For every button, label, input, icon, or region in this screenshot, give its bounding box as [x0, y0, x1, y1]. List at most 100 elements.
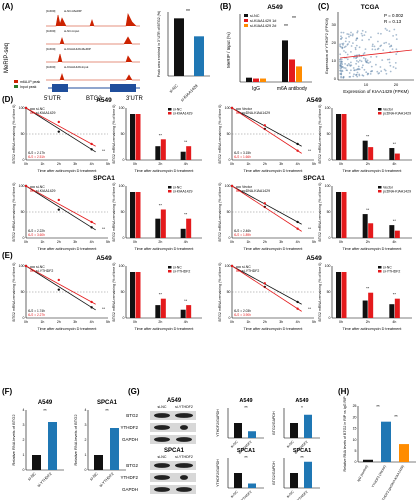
legend-label: si-NC	[36, 107, 45, 111]
half-life-label: t1/2 = 2.22h	[28, 229, 45, 233]
y-axis-label: BTG2 mRNA remaining (% of time 0)	[218, 105, 222, 164]
y-axis-label: BTG2/GAPDH	[272, 461, 276, 485]
scatter-point	[351, 34, 354, 37]
scatter-point	[385, 41, 387, 44]
x-tick-label: si-NC	[89, 472, 99, 482]
significance-marker: **	[43, 408, 47, 413]
scatter-point	[364, 57, 367, 60]
scatter-point	[389, 64, 392, 67]
scatter-point	[380, 70, 383, 73]
x-tick-label: 2h	[158, 240, 162, 244]
lane-label: si-YTHDF2	[175, 455, 193, 459]
legend-swatch	[168, 186, 172, 189]
scatter-point	[377, 32, 380, 35]
track-signal	[46, 36, 140, 45]
scatter-point	[360, 32, 363, 35]
panel-a: (A) MeRIP-seq si-NC-MeRIP [0-600] si-NC-…	[2, 2, 210, 102]
x-tick-label: 4h	[90, 240, 94, 244]
track-label: si-NC-Input	[64, 29, 79, 33]
bar	[290, 473, 298, 488]
bar	[155, 146, 161, 160]
y-tick-label: 10	[353, 438, 357, 442]
row-title: SPCA1	[303, 175, 325, 182]
scatter-point	[348, 41, 351, 43]
legend-swatch	[168, 270, 172, 273]
x-axis-label: Time after actinomycin D treatment	[38, 327, 98, 331]
scatter-point	[354, 46, 357, 49]
lane-label: si-NC	[158, 455, 167, 459]
blot-row-label: GAPDH	[122, 437, 138, 442]
x-axis-label: Expression of KIAA1429 (FPKM)	[343, 89, 409, 94]
blot-row-label: BTG2	[126, 463, 138, 468]
bar	[130, 114, 135, 160]
x-tick-label: 2h	[158, 320, 162, 324]
regression-line	[339, 49, 413, 59]
scatter-point	[342, 76, 345, 79]
scatter-point	[358, 46, 361, 49]
significance-marker: **	[366, 207, 370, 212]
decay-plot: BTG2 mRNA remaining (% of time 0) Time af…	[12, 263, 110, 331]
scatter-point	[355, 57, 357, 60]
f-bar-chart: A549 Relative RNA levels of BTG2 0 1 2 3 4 si-N…	[11, 400, 64, 488]
gene-label: BTG2	[86, 96, 102, 102]
x-tick-label: 0h	[133, 240, 137, 244]
scatter-point	[374, 48, 377, 51]
scatter-point	[394, 67, 397, 70]
y-axis-label: BTG2 mRNA remaining (% of time 0)	[318, 263, 322, 322]
input-peak-swatch	[14, 85, 18, 88]
chart-title: SPCA1	[97, 400, 118, 406]
y-tick-label: 50	[327, 210, 331, 214]
y-tick-label: 50	[121, 210, 125, 214]
scatter-point	[376, 70, 379, 73]
scatter-point	[356, 30, 359, 32]
decay-bar-chart: BTG2 mRNA remaining (% of time 0) Time af…	[318, 183, 412, 251]
scatter-point	[370, 36, 372, 39]
bar	[368, 147, 374, 160]
bar	[48, 422, 57, 470]
peak-legend: m6A-IP peak Input peak	[14, 80, 40, 89]
y-axis-label: BTG2 mRNA remaining (% of time 0)	[218, 183, 222, 242]
legend-label: si-YTHDF2	[242, 269, 259, 273]
data-point	[230, 184, 234, 188]
scatter-point	[355, 62, 357, 65]
bar	[174, 18, 184, 76]
bar	[336, 272, 341, 318]
scatter-point	[362, 57, 365, 59]
scatter-point	[380, 32, 382, 35]
scatter-point	[370, 56, 372, 58]
legend-label: si-NC	[173, 265, 182, 269]
data-point	[57, 278, 60, 282]
legend-label: pcDNA-KIAA1429	[383, 111, 411, 115]
x-tick-label: 0h	[24, 320, 28, 324]
scatter-point	[339, 69, 342, 71]
bar	[296, 66, 302, 82]
legend-swatch	[244, 19, 248, 22]
x-tick-label: IgG (control)	[356, 465, 369, 483]
track-range: [0-600]	[46, 9, 56, 13]
stat-r: R = 0.13	[384, 19, 402, 24]
chart-title: A549	[267, 4, 283, 11]
track-range: [0-600]	[46, 65, 56, 69]
panel-b: (B) A549 MeRIP / Input (%) si-NC si-KIAA…	[220, 2, 312, 92]
scatter-point	[377, 40, 379, 43]
legend-label: si-NC	[36, 185, 45, 189]
bar	[186, 218, 192, 238]
bar	[389, 225, 395, 238]
x-axis-label: Time after actinomycin D treatment	[38, 247, 98, 251]
legend-swatch	[244, 14, 248, 17]
scatter-point	[340, 62, 343, 65]
bar	[155, 305, 161, 318]
bar-series	[246, 40, 302, 82]
blot-membrane	[150, 423, 196, 432]
scatter-point	[385, 72, 388, 75]
data-point	[296, 149, 299, 152]
data-point	[263, 124, 266, 127]
blot-row-label: GAPDH	[122, 487, 138, 492]
y-tick-label: 100	[325, 264, 331, 268]
scatter-point	[345, 69, 348, 71]
y-tick-label: 100	[225, 264, 231, 268]
scatter-point	[345, 37, 347, 40]
